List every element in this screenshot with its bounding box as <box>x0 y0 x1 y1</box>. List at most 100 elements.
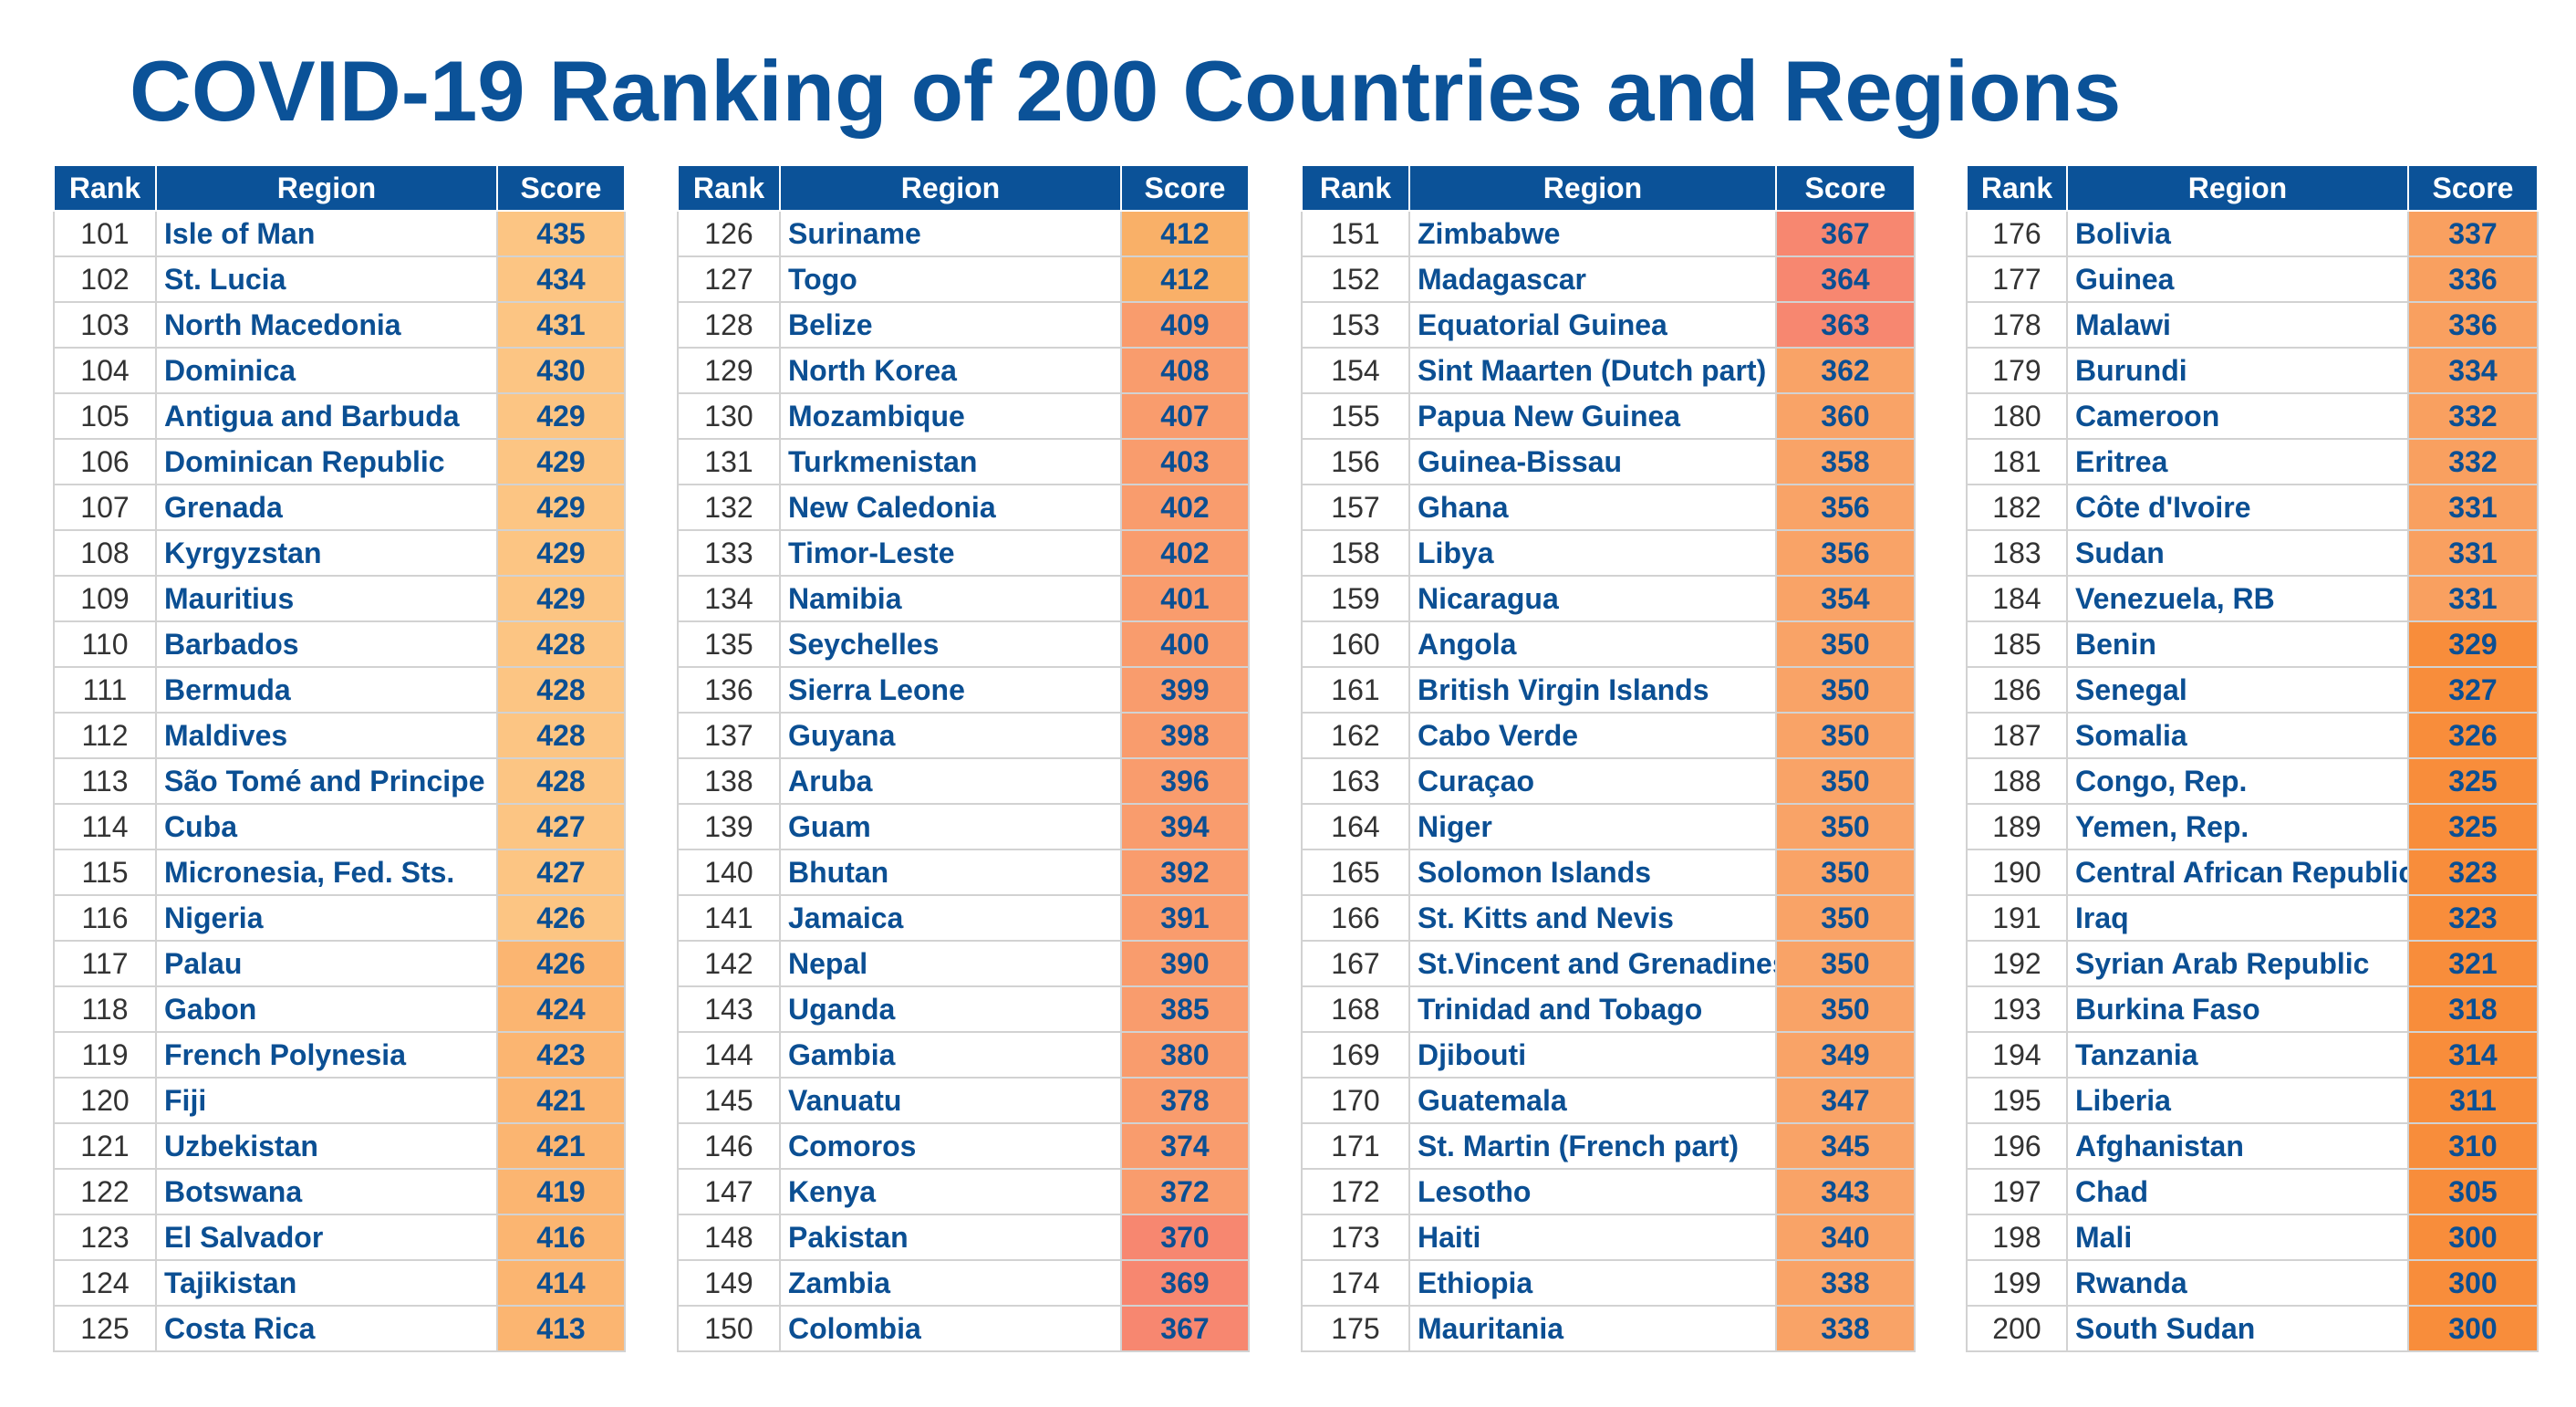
rank-cell: 198 <box>1966 1214 2068 1261</box>
score-cell: 426 <box>496 894 626 942</box>
rank-cell: 166 <box>1301 894 1410 942</box>
rank-cell: 115 <box>53 849 157 896</box>
rank-cell: 144 <box>677 1031 781 1079</box>
score-cell: 429 <box>496 392 626 440</box>
rank-cell: 179 <box>1966 347 2068 394</box>
region-cell: Comoros <box>779 1122 1122 1170</box>
region-cell: Malawi <box>2066 301 2409 349</box>
table-row: 184 Venezuela, RB 331 <box>1966 575 2539 622</box>
region-cell: Gambia <box>779 1031 1122 1079</box>
score-cell: 334 <box>2407 347 2539 394</box>
table-row: 117 Palau 426 <box>53 940 626 987</box>
rank-cell: 183 <box>1966 529 2068 577</box>
region-cell: Eritrea <box>2066 438 2409 485</box>
table-row: 193 Burkina Faso 318 <box>1966 985 2539 1033</box>
region-cell: Nicaragua <box>1408 575 1777 622</box>
table-row: 149 Zambia 369 <box>677 1259 1250 1307</box>
table-row: 175 Mauritania 338 <box>1301 1305 1916 1352</box>
table-row: 124 Tajikistan 414 <box>53 1259 626 1307</box>
table-row: 125 Costa Rica 413 <box>53 1305 626 1352</box>
region-cell: Papua New Guinea <box>1408 392 1777 440</box>
table-row: 173 Haiti 340 <box>1301 1214 1916 1261</box>
region-cell: Curaçao <box>1408 757 1777 805</box>
score-cell: 392 <box>1120 849 1250 896</box>
rank-cell: 135 <box>677 620 781 668</box>
table-row: 115 Micronesia, Fed. Sts. 427 <box>53 849 626 896</box>
score-cell: 380 <box>1120 1031 1250 1079</box>
table-row: 153 Equatorial Guinea 363 <box>1301 301 1916 349</box>
rank-cell: 173 <box>1301 1214 1410 1261</box>
region-cell: Nigeria <box>155 894 498 942</box>
score-cell: 431 <box>496 301 626 349</box>
rank-cell: 200 <box>1966 1305 2068 1352</box>
table-row: 122 Botswana 419 <box>53 1168 626 1215</box>
rank-cell: 153 <box>1301 301 1410 349</box>
region-cell: Sudan <box>2066 529 2409 577</box>
region-cell: Timor-Leste <box>779 529 1122 577</box>
rank-cell: 113 <box>53 757 157 805</box>
region-cell: Bermuda <box>155 666 498 714</box>
score-cell: 374 <box>1120 1122 1250 1170</box>
rank-cell: 138 <box>677 757 781 805</box>
rank-cell: 119 <box>53 1031 157 1079</box>
region-cell: Venezuela, RB <box>2066 575 2409 622</box>
table-row: 114 Cuba 427 <box>53 803 626 850</box>
score-cell: 424 <box>496 985 626 1033</box>
rank-cell: 157 <box>1301 484 1410 531</box>
score-cell: 429 <box>496 575 626 622</box>
score-cell: 403 <box>1120 438 1250 485</box>
region-cell: Djibouti <box>1408 1031 1777 1079</box>
score-cell: 385 <box>1120 985 1250 1033</box>
score-cell: 331 <box>2407 575 2539 622</box>
rank-cell: 118 <box>53 985 157 1033</box>
score-cell: 401 <box>1120 575 1250 622</box>
region-cell: Central African Republic <box>2066 849 2409 896</box>
rank-cell: 167 <box>1301 940 1410 987</box>
score-cell: 434 <box>496 255 626 303</box>
region-cell: Kyrgyzstan <box>155 529 498 577</box>
table-row: 177 Guinea 336 <box>1966 255 2539 303</box>
region-cell: São Tomé and Principe <box>155 757 498 805</box>
region-cell: Vanuatu <box>779 1077 1122 1124</box>
score-cell: 350 <box>1775 985 1916 1033</box>
table-row: 154 Sint Maarten (Dutch part) 362 <box>1301 347 1916 394</box>
table-row: 146 Comoros 374 <box>677 1122 1250 1170</box>
table-row: 102 St. Lucia 434 <box>53 255 626 303</box>
ranking-table: Rank Region Score 126 Suriname 412 127 Togo 412 1… <box>677 164 1250 1352</box>
rank-cell: 188 <box>1966 757 2068 805</box>
score-cell: 305 <box>2407 1168 2539 1215</box>
rank-cell: 108 <box>53 529 157 577</box>
region-cell: Angola <box>1408 620 1777 668</box>
region-cell: Isle of Man <box>155 210 498 257</box>
rank-cell: 110 <box>53 620 157 668</box>
score-cell: 367 <box>1120 1305 1250 1352</box>
table-row: 105 Antigua and Barbuda 429 <box>53 392 626 440</box>
region-cell: Senegal <box>2066 666 2409 714</box>
table-header-row: Rank Region Score <box>677 164 1250 212</box>
table-row: 128 Belize 409 <box>677 301 1250 349</box>
score-cell: 340 <box>1775 1214 1916 1261</box>
rank-cell: 181 <box>1966 438 2068 485</box>
score-cell: 430 <box>496 347 626 394</box>
region-cell: Libya <box>1408 529 1777 577</box>
region-cell: Haiti <box>1408 1214 1777 1261</box>
score-cell: 300 <box>2407 1259 2539 1307</box>
region-cell: Maldives <box>155 712 498 759</box>
table-row: 118 Gabon 424 <box>53 985 626 1033</box>
table-row: 108 Kyrgyzstan 429 <box>53 529 626 577</box>
score-cell: 345 <box>1775 1122 1916 1170</box>
table-row: 163 Curaçao 350 <box>1301 757 1916 805</box>
score-cell: 427 <box>496 849 626 896</box>
rank-cell: 186 <box>1966 666 2068 714</box>
rank-cell: 133 <box>677 529 781 577</box>
score-cell: 329 <box>2407 620 2539 668</box>
score-header: Score <box>1775 164 1916 212</box>
score-cell: 396 <box>1120 757 1250 805</box>
score-cell: 423 <box>496 1031 626 1079</box>
region-cell: Fiji <box>155 1077 498 1124</box>
region-cell: Suriname <box>779 210 1122 257</box>
score-cell: 331 <box>2407 529 2539 577</box>
region-cell: Mauritania <box>1408 1305 1777 1352</box>
region-cell: Mozambique <box>779 392 1122 440</box>
score-cell: 421 <box>496 1077 626 1124</box>
